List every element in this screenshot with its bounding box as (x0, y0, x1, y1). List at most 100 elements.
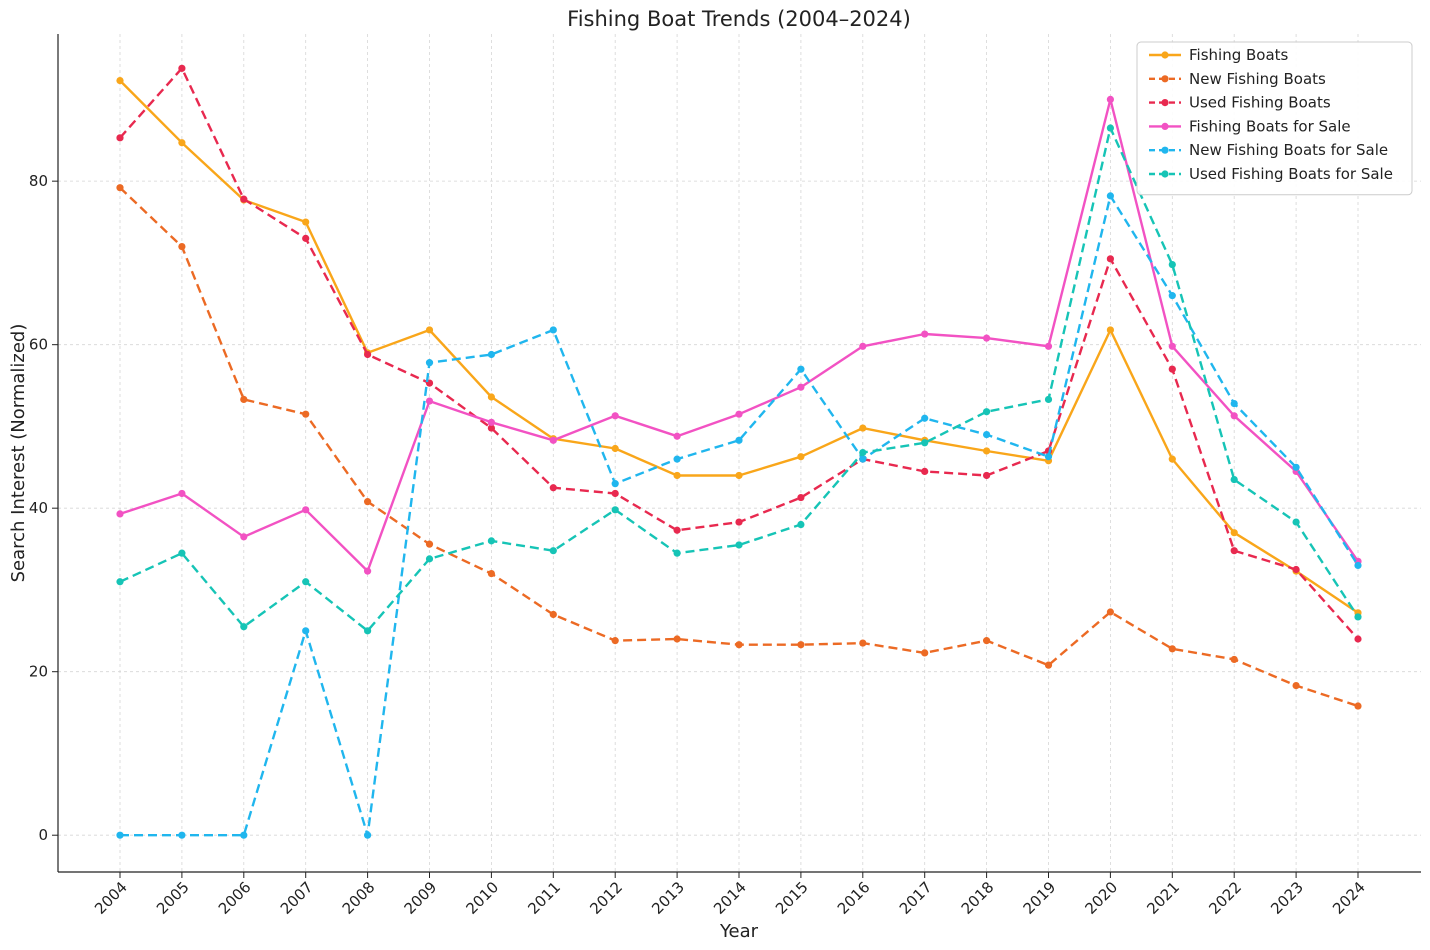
x-tick-label: 2009 (401, 878, 441, 918)
data-point (611, 480, 619, 488)
data-point (673, 455, 681, 463)
y-tick-label: 60 (29, 336, 48, 354)
data-point (859, 424, 867, 432)
x-tick-label: 2022 (1205, 878, 1245, 918)
data-point (425, 326, 434, 334)
x-tick-label: 2019 (1020, 878, 1060, 918)
series-5 (116, 124, 1362, 635)
data-point (549, 326, 557, 334)
data-point (178, 242, 186, 251)
data-point (735, 410, 743, 418)
y-axis-title: Search Interest (Normalized) (8, 324, 29, 583)
data-point (983, 431, 991, 439)
data-point (1106, 255, 1114, 263)
chart-title: Fishing Boat Trends (2004–2024) (567, 7, 911, 31)
data-point (240, 195, 248, 203)
data-point (116, 578, 124, 586)
y-tick-label: 20 (29, 663, 48, 681)
x-tick-label: 2024 (1329, 878, 1369, 918)
data-point (364, 627, 372, 635)
data-point (1354, 613, 1362, 621)
data-point (240, 395, 248, 404)
data-point (735, 436, 743, 444)
data-point (983, 637, 991, 645)
data-point (1230, 547, 1238, 555)
data-point (1230, 399, 1238, 408)
data-point (116, 134, 124, 142)
data-point (983, 408, 991, 416)
data-point (1168, 260, 1176, 269)
data-point (178, 831, 186, 839)
x-tick-label: 2015 (772, 878, 812, 918)
legend-entry: Fishing Boats for Sale (1149, 117, 1351, 135)
data-point (797, 383, 805, 391)
data-point (1168, 365, 1176, 373)
data-point (673, 549, 681, 557)
data-point (797, 520, 805, 529)
data-point (1044, 661, 1053, 669)
legend-marker (1161, 122, 1169, 130)
data-point (1354, 702, 1362, 710)
data-point (921, 649, 929, 657)
y-tick-label: 0 (38, 826, 48, 844)
legend-label: New Fishing Boats for Sale (1189, 141, 1388, 159)
data-point (1106, 95, 1114, 104)
data-point (797, 641, 805, 649)
legend-entry: New Fishing Boats (1149, 70, 1326, 88)
data-point (116, 510, 124, 518)
data-point (302, 218, 310, 226)
data-point (921, 467, 929, 475)
data-point (1168, 292, 1176, 300)
x-tick-label: 2016 (834, 878, 874, 918)
x-tick-label: 2004 (91, 878, 131, 918)
data-point (797, 493, 805, 502)
data-point (364, 567, 372, 575)
data-point (735, 518, 743, 526)
legend-label: Fishing Boats (1189, 46, 1289, 64)
y-tick-label: 80 (29, 172, 48, 190)
data-point (921, 439, 929, 447)
legend-entry: Used Fishing Boats for Sale (1149, 165, 1393, 183)
data-point (364, 831, 372, 839)
series-line (119, 126, 1360, 632)
data-point (487, 418, 495, 426)
x-tick-label: 2006 (215, 878, 255, 918)
data-point (1044, 342, 1053, 350)
data-point (549, 484, 557, 492)
data-point (425, 397, 434, 405)
data-point (1168, 455, 1176, 463)
legend-entry: New Fishing Boats for Sale (1149, 141, 1388, 159)
data-point (1292, 565, 1300, 574)
data-point (859, 639, 867, 647)
data-point (178, 489, 186, 498)
data-point (116, 831, 124, 839)
legend-label: Fishing Boats for Sale (1189, 117, 1351, 135)
data-point (611, 506, 619, 514)
data-point (983, 471, 991, 480)
data-point (673, 635, 681, 643)
legend-entry: Used Fishing Boats (1149, 94, 1331, 112)
data-point (859, 455, 867, 463)
data-point (1230, 412, 1238, 420)
data-point (487, 569, 495, 578)
legend-label: Used Fishing Boats (1189, 94, 1331, 112)
data-point (549, 547, 557, 555)
data-point (1292, 681, 1300, 690)
legend: Fishing Boats New Fishing Boats Used Fishi… (1136, 41, 1413, 196)
series-lines (116, 64, 1362, 839)
legend-box (1136, 41, 1413, 196)
x-tick-label: 2010 (462, 878, 502, 918)
data-point (549, 610, 557, 619)
data-point (425, 359, 434, 367)
legend-marker (1161, 170, 1169, 178)
x-tick-label: 2011 (524, 878, 564, 918)
data-point (1168, 645, 1176, 653)
data-point (611, 412, 619, 420)
data-point (178, 64, 186, 72)
data-point (611, 489, 619, 498)
data-point (1292, 518, 1300, 526)
data-point (1044, 453, 1053, 461)
data-point (1168, 342, 1176, 350)
data-point (178, 549, 186, 557)
